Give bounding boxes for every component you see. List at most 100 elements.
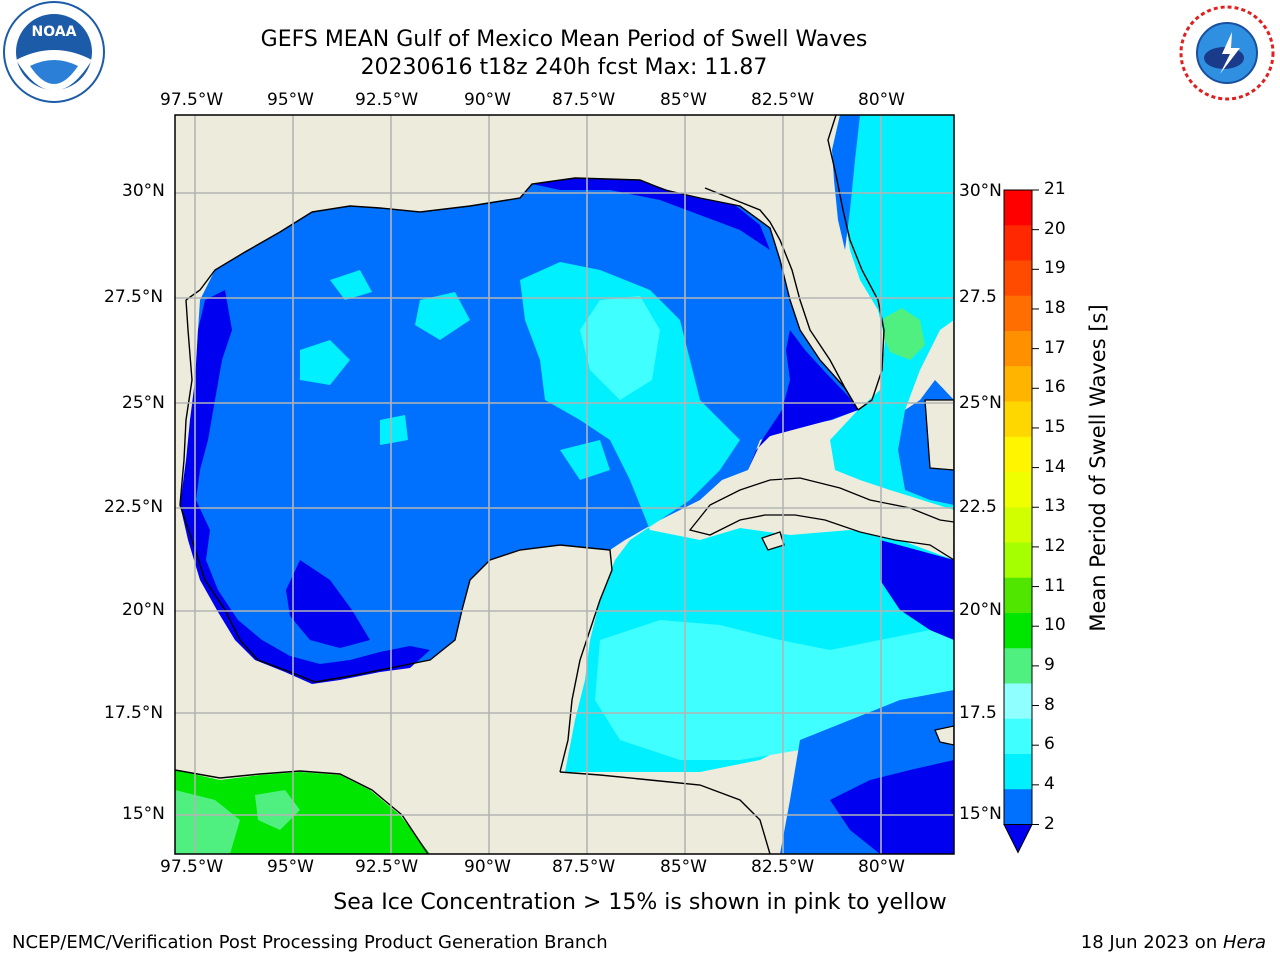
chart-title: GEFS MEAN Gulf of Mexico Mean Period of … xyxy=(260,27,868,52)
colorbar-tick-label: 14 xyxy=(1044,456,1066,477)
pacific-light-green xyxy=(175,790,300,854)
bahamas-island xyxy=(924,399,954,471)
lon-tick-bottom: 80°W xyxy=(858,857,905,877)
colorbar-tick-label: 15 xyxy=(1044,416,1066,437)
atlantic-blue-strip xyxy=(832,115,954,505)
pacific-green-area xyxy=(175,770,430,854)
footer-date-text: 18 Jun 2023 on xyxy=(1080,932,1223,953)
colorbar-tick-label: 10 xyxy=(1044,615,1066,636)
colorbar-segment xyxy=(1004,718,1032,755)
lon-tick-bottom: 95°W xyxy=(267,857,314,877)
cyan-patches-gulf xyxy=(300,270,610,480)
gulf-of-mexico-area xyxy=(180,178,858,682)
colorbar-tick-label: 12 xyxy=(1044,535,1066,556)
colorbar-segment xyxy=(1004,331,1032,367)
colorbar-segment xyxy=(1004,260,1032,297)
bahamas-green-patch xyxy=(883,308,925,360)
colorbar xyxy=(1003,189,1039,854)
noaa-logo: NOAA xyxy=(2,0,106,104)
colorbar-label: Mean Period of Swell Waves [s] xyxy=(1086,304,1110,632)
cuba-island xyxy=(688,477,954,561)
map-frame xyxy=(174,114,955,855)
lat-tick-right: 27.5 xyxy=(959,287,997,307)
colorbar-segment xyxy=(1004,295,1032,332)
colorbar-segment xyxy=(1004,648,1032,684)
lat-tick-right: 17.5 xyxy=(959,703,997,723)
colorbar-segment xyxy=(1004,225,1032,261)
lon-tick-top: 82.5°W xyxy=(751,90,815,110)
colorbar-tick-label: 20 xyxy=(1044,218,1066,239)
shelf-dark-southwest xyxy=(286,560,370,648)
colorbar-segment xyxy=(1004,190,1032,226)
colorbar-extend-arrow xyxy=(1003,824,1033,854)
lon-tick-top: 92.5°W xyxy=(355,90,419,110)
caribbean-dark-east xyxy=(880,540,954,640)
jamaica-island xyxy=(934,725,954,746)
gulf-coastline xyxy=(179,177,859,773)
footer-date: 18 Jun 2023 on Hera xyxy=(1081,932,1266,953)
map-grid xyxy=(175,115,954,854)
noaa-logo-text: NOAA xyxy=(32,24,77,40)
lon-tick-bottom: 97.5°W xyxy=(160,857,224,877)
footer-host: Hera xyxy=(1222,932,1266,953)
atlantic-area xyxy=(830,115,954,510)
colorbar-segment xyxy=(1004,401,1032,438)
colorbar-tick-label: 17 xyxy=(1044,337,1066,358)
lat-tick-right: 20°N xyxy=(959,600,1002,620)
lon-tick-top: 85°W xyxy=(660,90,707,110)
lat-tick-left: 15°N xyxy=(122,804,165,824)
shelf-dark-florida xyxy=(748,330,858,470)
lon-tick-bottom: 85°W xyxy=(660,857,707,877)
colorbar-segment xyxy=(1004,613,1032,649)
lon-tick-top: 87.5°W xyxy=(552,90,616,110)
colorbar-segment xyxy=(1004,472,1032,508)
florida-coastline xyxy=(704,115,885,411)
cyan-patch-center xyxy=(580,296,660,400)
colorbar-tick-label: 8 xyxy=(1044,694,1055,715)
caribbean-dark-south xyxy=(830,760,954,854)
caption-text: Sea Ice Concentration > 15% is shown in … xyxy=(333,890,947,915)
colorbar-tick-label: 21 xyxy=(1044,179,1066,199)
colorbar-tick-label: 16 xyxy=(1044,377,1066,398)
lat-tick-left: 25°N xyxy=(122,393,165,413)
colorbar-tick-label: 11 xyxy=(1044,575,1066,596)
chart-subtitle: 20230616 t18z 240h fcst Max: 11.87 xyxy=(360,55,768,80)
colorbar-segment xyxy=(1004,542,1032,579)
lon-tick-bottom: 87.5°W xyxy=(552,857,616,877)
lat-tick-right: 15°N xyxy=(959,804,1002,824)
lat-tick-left: 22.5°N xyxy=(104,497,164,517)
lat-tick-right: 22.5 xyxy=(959,497,997,517)
colorbar-tick-label: 13 xyxy=(1044,496,1066,517)
colorbar-segment xyxy=(1004,507,1032,543)
lon-tick-top: 80°W xyxy=(858,90,905,110)
lat-tick-left: 20°N xyxy=(122,600,165,620)
colorbar-segment xyxy=(1004,683,1032,720)
lon-tick-top: 97.5°W xyxy=(160,90,224,110)
isle-of-youth xyxy=(761,531,785,551)
lat-tick-left: 17.5°N xyxy=(104,703,164,723)
lat-tick-right: 30°N xyxy=(959,181,1002,201)
shelf-dark-west xyxy=(180,290,430,684)
lat-tick-right: 25°N xyxy=(959,393,1002,413)
lon-tick-bottom: 90°W xyxy=(464,857,511,877)
nws-logo xyxy=(1178,4,1276,102)
caption: Sea Ice Concentration > 15% is shown in … xyxy=(0,890,1280,915)
colorbar-tick-label: 6 xyxy=(1044,734,1055,755)
colorbar-tick-label: 2 xyxy=(1044,813,1055,834)
footer-credit: NCEP/EMC/Verification Post Processing Pr… xyxy=(12,932,608,953)
lon-tick-top: 90°W xyxy=(464,90,511,110)
colorbar-segment xyxy=(1004,577,1032,614)
lon-tick-bottom: 82.5°W xyxy=(751,857,815,877)
lon-tick-bottom: 92.5°W xyxy=(355,857,419,877)
lat-tick-left: 30°N xyxy=(122,181,165,201)
central-america-coastline xyxy=(175,769,771,854)
colorbar-tick-label: 19 xyxy=(1044,258,1066,279)
colorbar-tick-label: 9 xyxy=(1044,654,1055,675)
colorbar-segment xyxy=(1004,436,1032,473)
colorbar-segment xyxy=(1004,789,1032,825)
colorbar-tick-label: 4 xyxy=(1044,773,1055,794)
lat-tick-left: 27.5°N xyxy=(104,287,164,307)
colorbar-tick-label: 18 xyxy=(1044,297,1066,318)
lon-tick-top: 95°W xyxy=(267,90,314,110)
